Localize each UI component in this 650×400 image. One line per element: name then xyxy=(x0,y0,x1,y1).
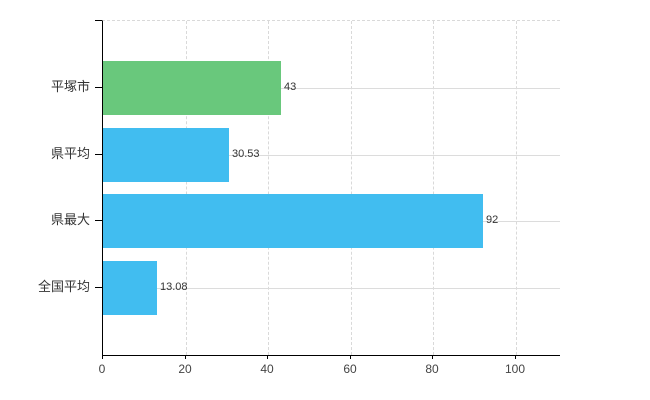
y-axis-tick xyxy=(95,287,102,288)
category-gridline xyxy=(103,88,560,89)
value-label: 13.08 xyxy=(160,281,188,293)
x-tick-label: 80 xyxy=(425,362,439,376)
category-label: 全国平均 xyxy=(37,279,90,294)
value-label: 30.53 xyxy=(232,148,260,160)
x-axis-tick xyxy=(350,355,351,359)
x-gridline xyxy=(516,21,517,355)
bar-3 xyxy=(103,194,483,248)
plot-area xyxy=(102,20,560,356)
bar-2 xyxy=(103,128,229,182)
y-axis-tick xyxy=(95,87,102,88)
x-gridline xyxy=(433,21,434,355)
x-gridline xyxy=(268,21,269,355)
category-gridline xyxy=(103,288,560,289)
value-label: 92 xyxy=(486,214,499,226)
x-tick-label: 20 xyxy=(178,362,192,376)
value-label: 43 xyxy=(284,81,297,93)
x-gridline xyxy=(351,21,352,355)
x-tick-label: 100 xyxy=(504,362,526,376)
category-label: 平塚市 xyxy=(50,79,90,94)
bar-4 xyxy=(103,261,157,315)
x-gridline xyxy=(186,21,187,355)
x-axis-tick xyxy=(102,355,103,359)
x-tick-label: 0 xyxy=(98,362,106,376)
y-axis-tick xyxy=(95,154,102,155)
x-tick-label: 60 xyxy=(343,362,357,376)
y-axis-tick xyxy=(95,220,102,221)
category-label: 県平均 xyxy=(50,146,90,161)
y-axis-end-tick xyxy=(95,20,102,21)
bar-1 xyxy=(103,61,281,115)
x-axis-tick xyxy=(267,355,268,359)
x-axis-tick xyxy=(515,355,516,359)
x-axis-tick xyxy=(432,355,433,359)
category-label: 県最大 xyxy=(50,212,90,227)
x-axis-tick xyxy=(185,355,186,359)
category-gridline xyxy=(103,155,560,156)
x-tick-label: 40 xyxy=(260,362,274,376)
